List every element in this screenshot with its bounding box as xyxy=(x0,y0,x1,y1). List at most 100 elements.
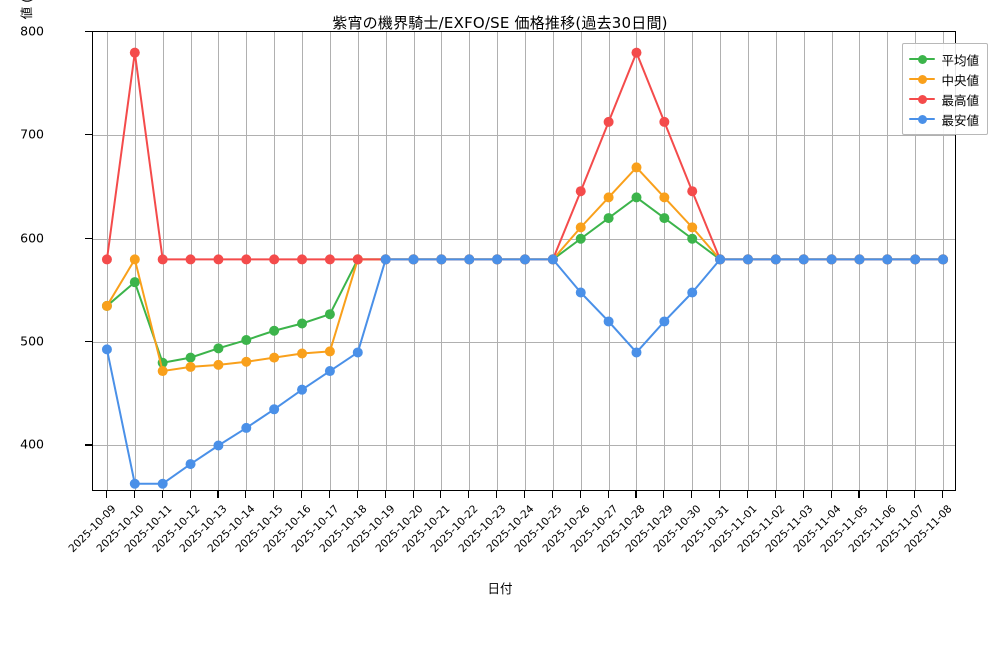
y-axis-tick-label: 600 xyxy=(20,230,44,246)
series-平均値 xyxy=(101,192,949,368)
x-axis-tick-mark xyxy=(914,491,916,498)
data-point xyxy=(324,254,335,265)
legend-item-最高値[interactable]: 最高値 xyxy=(909,89,979,109)
legend-item-最安値[interactable]: 最安値 xyxy=(909,109,979,129)
grid-line-horizontal xyxy=(93,445,955,447)
grid-line-horizontal xyxy=(93,135,955,137)
data-point xyxy=(297,318,308,329)
x-axis-tick-mark xyxy=(356,491,358,498)
grid-line-vertical xyxy=(636,32,638,490)
data-point xyxy=(241,356,252,367)
data-point xyxy=(575,222,586,233)
series-lines xyxy=(101,47,949,489)
data-point xyxy=(157,366,168,377)
plot-area xyxy=(92,31,956,491)
data-point xyxy=(157,254,168,265)
data-point xyxy=(269,254,280,265)
data-point xyxy=(297,384,308,395)
data-point xyxy=(324,366,335,377)
data-point xyxy=(129,277,140,288)
x-axis-tick-mark xyxy=(607,491,609,498)
legend-item-中央値[interactable]: 中央値 xyxy=(909,69,979,89)
data-point xyxy=(603,213,614,224)
grid-line-vertical xyxy=(692,32,694,490)
x-axis-tick-mark xyxy=(301,491,303,498)
y-axis-tick-label: 400 xyxy=(20,436,44,452)
data-point xyxy=(324,346,335,357)
x-axis-tick-mark xyxy=(746,491,749,498)
data-point xyxy=(687,233,698,244)
data-point xyxy=(324,309,335,320)
x-axis-tick-mark xyxy=(468,491,470,498)
data-point xyxy=(854,254,865,265)
legend-swatch-icon xyxy=(909,72,936,86)
x-axis-tick-mark xyxy=(440,491,442,498)
price-history-chart-figure: 紫宵の機界騎士/EXFO/SE 価格推移(過去30日間) 値 (円) 400 50… xyxy=(19,0,988,596)
data-point xyxy=(213,254,224,265)
grid-line-vertical xyxy=(608,32,610,490)
data-point xyxy=(631,47,642,58)
data-point xyxy=(715,254,726,265)
legend-item-平均値[interactable]: 平均値 xyxy=(909,49,979,69)
data-point xyxy=(631,192,642,203)
legend-label: 平均値 xyxy=(941,52,979,68)
data-point xyxy=(575,287,586,298)
x-axis-tick-mark xyxy=(412,491,414,498)
series-最高値 xyxy=(101,47,949,265)
y-axis-tick-mark xyxy=(85,237,92,239)
data-point xyxy=(185,361,196,372)
data-point xyxy=(687,186,698,197)
data-point xyxy=(687,287,698,298)
y-axis-tick-mark xyxy=(85,341,92,343)
series-line xyxy=(105,196,945,364)
x-axis-tick-mark xyxy=(384,491,386,498)
data-point xyxy=(575,186,586,197)
data-point xyxy=(798,254,809,265)
x-axis-tick-mark xyxy=(245,491,247,498)
data-point xyxy=(297,254,308,265)
data-point xyxy=(185,254,196,265)
y-axis-tick-label: 500 xyxy=(20,333,44,349)
legend-label: 中央値 xyxy=(941,72,979,88)
x-axis-tick-mark xyxy=(273,491,275,498)
x-axis-label: 日付 xyxy=(487,581,513,596)
data-point xyxy=(213,440,224,451)
data-point xyxy=(575,233,586,244)
x-axis-tick-mark xyxy=(217,491,219,498)
data-point xyxy=(882,254,893,265)
grid-line-horizontal xyxy=(93,342,955,344)
legend-swatch-icon xyxy=(909,112,936,126)
data-point xyxy=(603,316,614,327)
x-axis-tick-mark xyxy=(663,491,665,498)
data-point xyxy=(631,347,642,358)
legend-swatch-icon xyxy=(909,92,936,106)
x-axis-tick-mark xyxy=(830,491,832,498)
data-point xyxy=(352,347,363,358)
data-point xyxy=(241,254,252,265)
series-line xyxy=(105,51,945,261)
data-point xyxy=(659,116,670,127)
series-最安値 xyxy=(101,254,949,489)
data-point xyxy=(547,254,558,265)
x-axis-tick-mark xyxy=(719,491,721,498)
data-point xyxy=(213,359,224,370)
data-point xyxy=(687,222,698,233)
data-point xyxy=(101,344,112,355)
data-point xyxy=(408,254,419,265)
grid-line-vertical xyxy=(580,32,582,490)
data-point xyxy=(185,459,196,470)
data-point xyxy=(380,254,391,265)
data-point xyxy=(603,192,614,203)
legend-swatch-icon xyxy=(909,52,936,66)
x-axis-tick-mark xyxy=(858,491,860,498)
data-point xyxy=(938,254,949,265)
data-point xyxy=(826,254,837,265)
x-axis-tick-mark xyxy=(189,491,191,498)
data-point xyxy=(770,254,781,265)
x-axis-tick-mark xyxy=(691,491,693,498)
y-axis-tick-mark xyxy=(85,444,92,446)
series-line xyxy=(105,166,945,373)
data-point xyxy=(101,300,112,311)
data-point xyxy=(185,352,196,363)
x-axis-tick-mark xyxy=(496,491,498,498)
